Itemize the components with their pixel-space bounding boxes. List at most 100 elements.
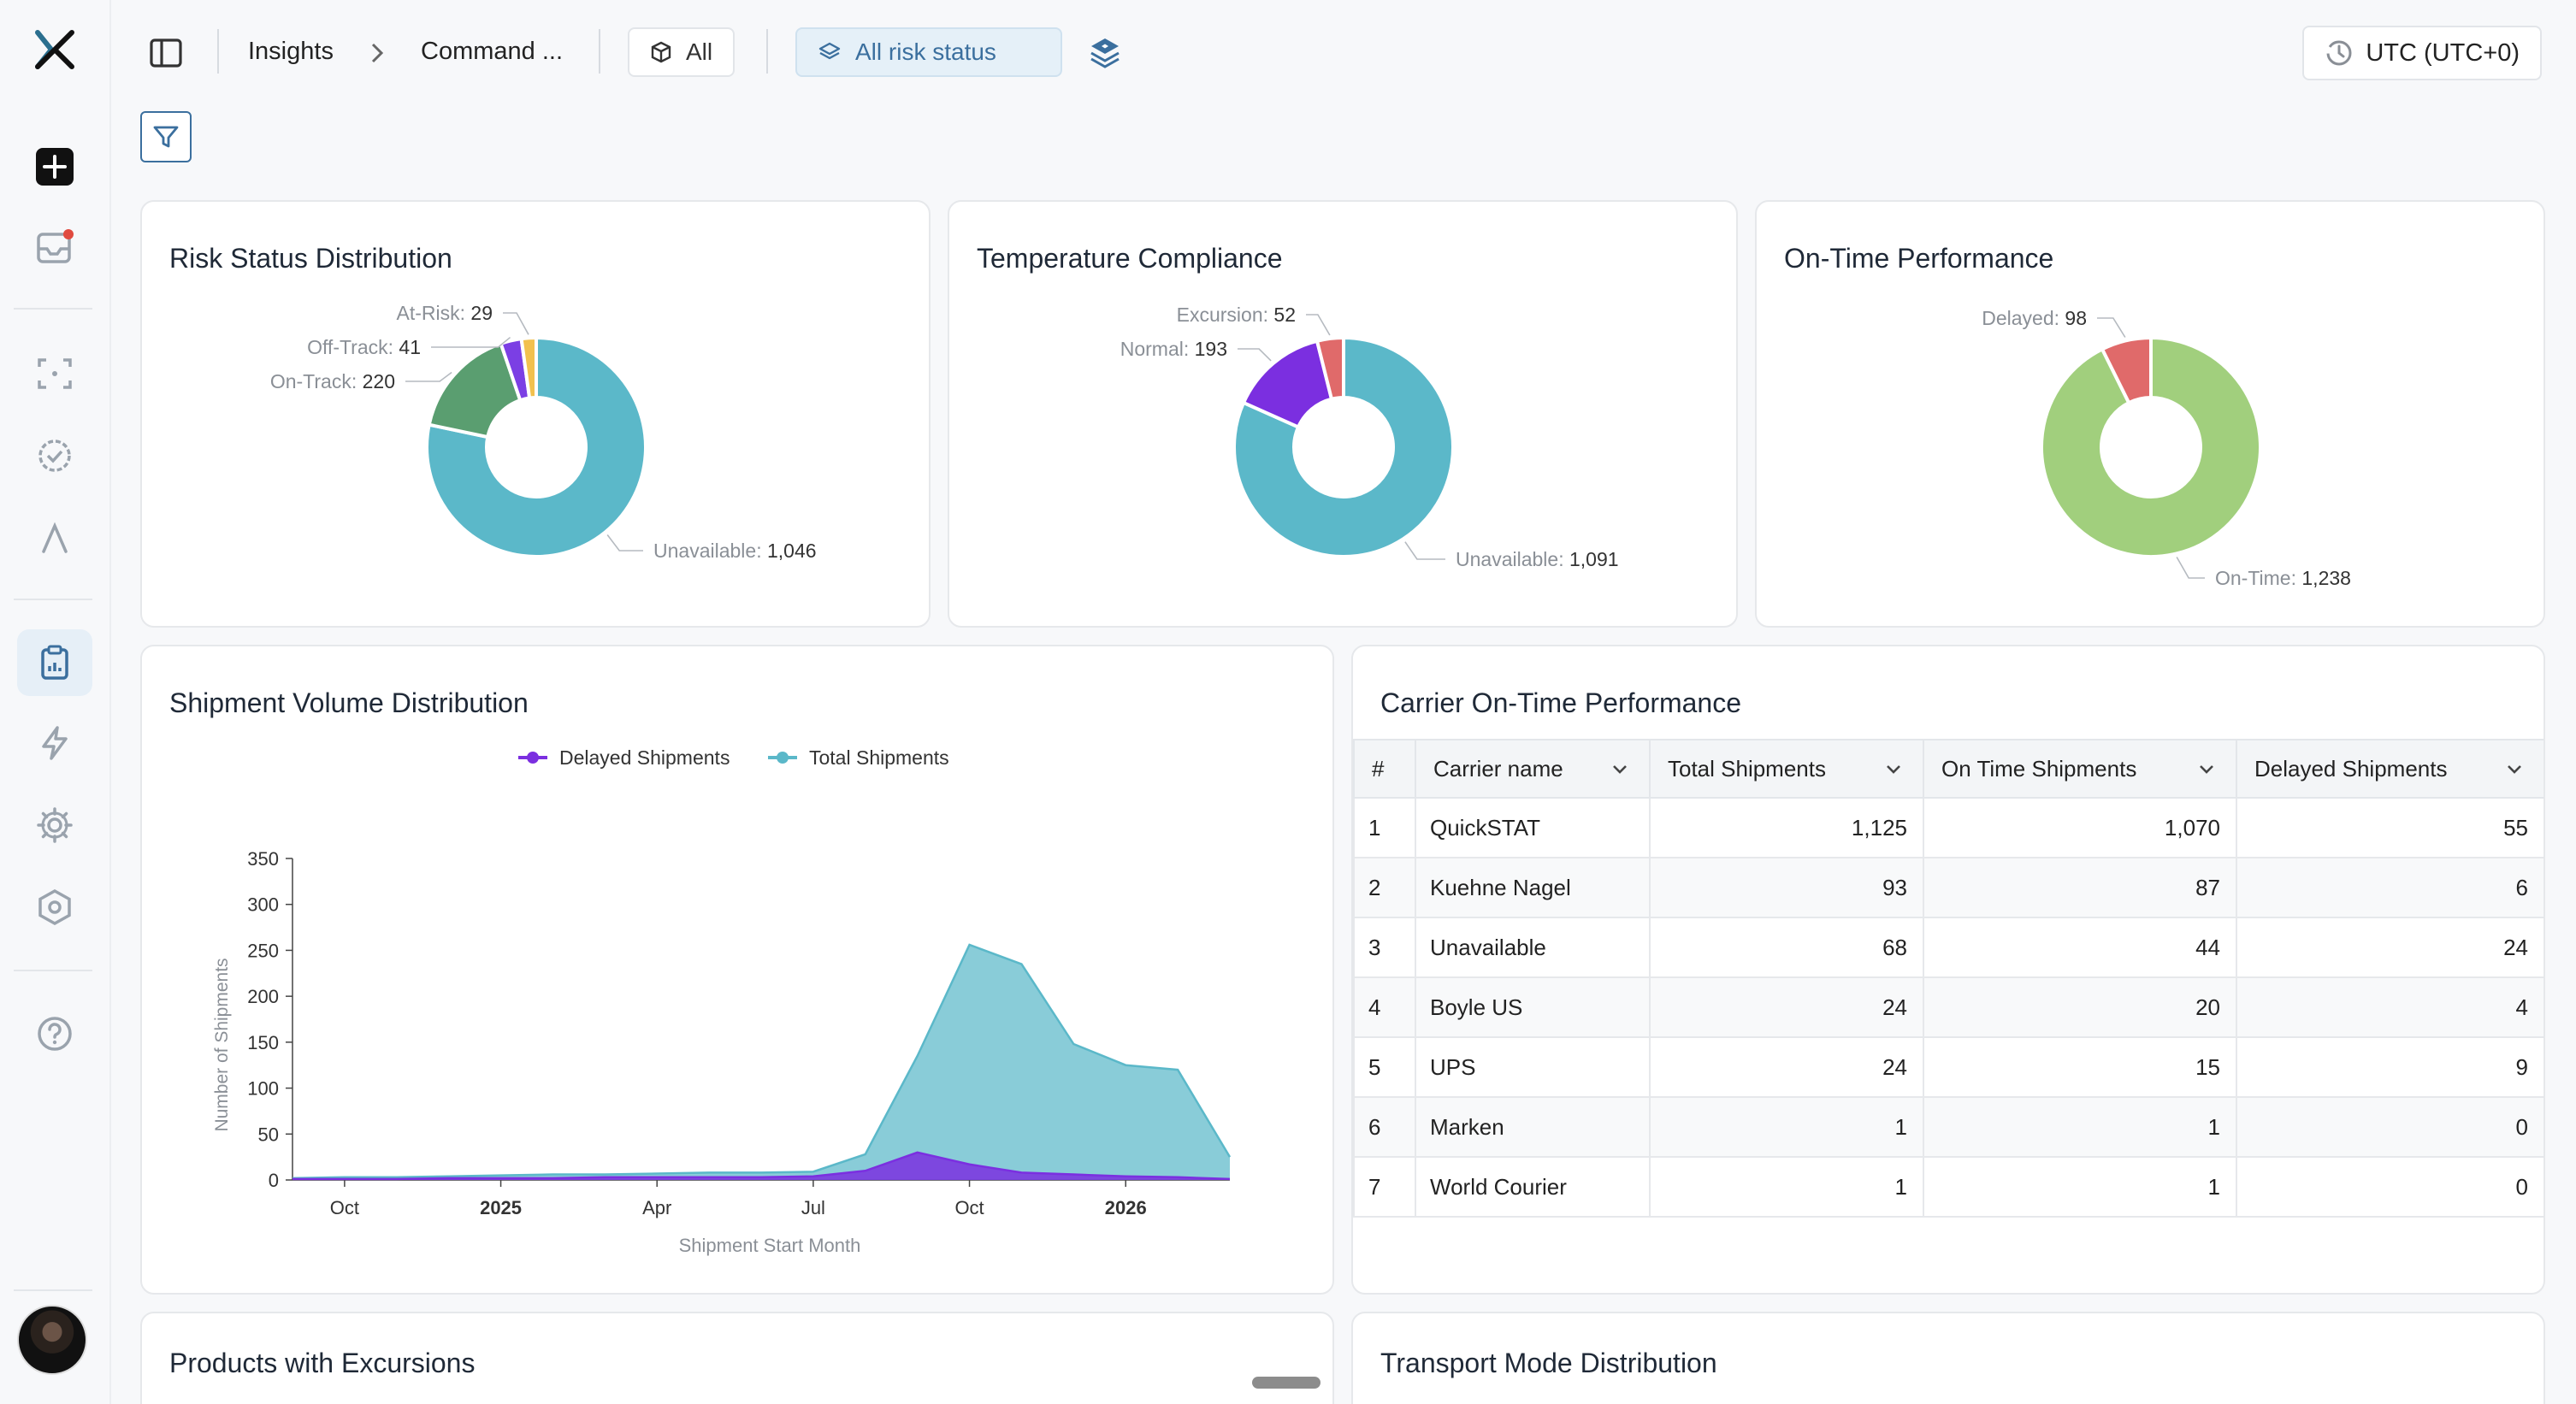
timezone-button[interactable]: UTC (UTC+0) bbox=[2302, 26, 2542, 80]
on-time-donut: On-Time: 1,238 Delayed: 98 bbox=[1982, 307, 2351, 589]
layers-settings-icon[interactable] bbox=[1088, 36, 1122, 70]
temperature-slice-2[interactable] bbox=[1315, 335, 1345, 402]
insights-button[interactable] bbox=[17, 629, 92, 696]
breadcrumb-command[interactable]: Command ... bbox=[421, 38, 563, 65]
sidebar-divider bbox=[14, 599, 92, 600]
inbox-icon bbox=[37, 229, 74, 263]
header-divider bbox=[766, 29, 768, 74]
scan-icon bbox=[38, 358, 72, 389]
sidebar-divider bbox=[14, 308, 92, 310]
products-excursions-title: Products with Excursions bbox=[169, 1348, 476, 1378]
automation-button[interactable] bbox=[17, 710, 92, 776]
risk-status-label-3: At-Risk: 29 bbox=[397, 302, 493, 324]
table-row[interactable]: 3 Unavailable 68 44 24 bbox=[1353, 917, 2544, 978]
temperature-slice-0[interactable] bbox=[1232, 335, 1455, 558]
x-axis-title: Shipment Start Month bbox=[679, 1235, 861, 1256]
legend-label-0[interactable]: Delayed Shipments bbox=[559, 746, 730, 769]
table-row[interactable]: 4 Boyle US 24 20 4 bbox=[1353, 976, 2544, 1038]
risk-status-slice-1[interactable] bbox=[427, 341, 523, 439]
temperature-title: Temperature Compliance bbox=[977, 243, 1283, 274]
avatar[interactable] bbox=[17, 1305, 87, 1375]
delayed-shipments-cell: 24 bbox=[2236, 917, 2544, 978]
chevron-down-icon[interactable] bbox=[2196, 759, 2217, 780]
col-on-time-shipments[interactable]: On Time Shipments bbox=[1923, 739, 2237, 799]
carrier-name-cell: UPS bbox=[1415, 1036, 1651, 1098]
col-delayed-shipments[interactable]: Delayed Shipments bbox=[2236, 739, 2544, 799]
row-index: 4 bbox=[1353, 976, 1416, 1038]
sidebar-divider bbox=[14, 1289, 92, 1291]
temperature-donut: Unavailable: 1,091 Normal: 193 Excursion: … bbox=[1120, 304, 1619, 570]
delayed-shipments-cell: 4 bbox=[2236, 976, 2544, 1038]
x-tick-label: Jul bbox=[801, 1197, 825, 1218]
logo-icon[interactable] bbox=[31, 26, 79, 74]
total-shipments-cell: 1 bbox=[1649, 1096, 1924, 1158]
on-time-card: On-Time Performance On-Time: 1,238 Delaye… bbox=[1755, 200, 2545, 628]
y-tick-label: 300 bbox=[247, 894, 279, 916]
risk-status-slice-3[interactable] bbox=[519, 335, 538, 400]
chevron-down-icon[interactable] bbox=[1883, 759, 1904, 780]
new-button[interactable] bbox=[17, 133, 92, 200]
col-total-shipments[interactable]: Total Shipments bbox=[1649, 739, 1924, 799]
bolt-icon bbox=[42, 726, 68, 760]
scan-button[interactable] bbox=[17, 340, 92, 407]
horizontal-scrollbar[interactable] bbox=[1252, 1377, 1320, 1389]
y-tick-label: 50 bbox=[258, 1124, 279, 1145]
on-time-shipments-cell: 1 bbox=[1923, 1096, 2237, 1158]
risk-status-slice-0[interactable] bbox=[425, 335, 647, 558]
settings-button[interactable] bbox=[17, 792, 92, 858]
table-row[interactable]: 5 UPS 24 15 9 bbox=[1353, 1036, 2544, 1098]
risk-status-card: Risk Status Distribution Unavailable: 1,… bbox=[140, 200, 931, 628]
tasks-button[interactable] bbox=[17, 422, 92, 489]
y-tick-label: 150 bbox=[247, 1032, 279, 1053]
shipment-volume-card: Shipment Volume Distribution 0 50 100 150 20… bbox=[140, 645, 1334, 1295]
temperature-leader-1 bbox=[1238, 348, 1272, 362]
risk-status-label-1: On-Track: 220 bbox=[270, 370, 395, 392]
legend-label-1[interactable]: Total Shipments bbox=[809, 746, 949, 769]
table-row[interactable]: 1 QuickSTAT 1,125 1,070 55 bbox=[1353, 797, 2544, 858]
carrier-name-cell: Boyle US bbox=[1415, 976, 1651, 1038]
table-row[interactable]: 2 Kuehne Nagel 93 87 6 bbox=[1353, 857, 2544, 918]
hexagon-icon bbox=[38, 888, 71, 926]
temperature-leader-2 bbox=[1306, 314, 1331, 336]
col-index: # bbox=[1353, 739, 1416, 799]
breadcrumb-insights[interactable]: Insights bbox=[248, 38, 334, 65]
col-carrier-name[interactable]: Carrier name bbox=[1415, 739, 1651, 799]
on-time-leader-1 bbox=[2097, 317, 2126, 338]
header-divider bbox=[217, 29, 219, 74]
on-time-shipments-cell: 87 bbox=[1923, 857, 2237, 918]
help-button[interactable] bbox=[17, 1000, 92, 1067]
chevron-down-icon[interactable] bbox=[1610, 759, 1630, 780]
box-icon bbox=[651, 41, 671, 63]
chevron-down-icon[interactable] bbox=[2504, 759, 2525, 780]
risk-status-leader-2 bbox=[431, 336, 511, 348]
x-tick-label: 2025 bbox=[480, 1197, 522, 1218]
sidebar-divider bbox=[14, 970, 92, 971]
scope-filter-button[interactable]: All bbox=[628, 27, 736, 77]
scope-filter-label: All bbox=[686, 38, 713, 65]
risk-status-donut: Unavailable: 1,046 On-Track: 220 Off-Track… bbox=[270, 302, 817, 562]
header-divider bbox=[599, 29, 600, 74]
on-time-shipments-cell: 1,070 bbox=[1923, 797, 2237, 858]
delayed-shipments-cell: 0 bbox=[2236, 1156, 2544, 1218]
series-area-total[interactable] bbox=[292, 944, 1230, 1180]
integrations-button[interactable] bbox=[17, 874, 92, 941]
on-time-slice-1[interactable] bbox=[2100, 335, 2153, 405]
risk-status-filter-button[interactable]: All risk status bbox=[795, 27, 1062, 77]
toggle-sidebar-button[interactable] bbox=[144, 32, 188, 74]
legend-marker-1 bbox=[777, 752, 789, 764]
on-time-shipments-cell: 15 bbox=[1923, 1036, 2237, 1098]
total-shipments-cell: 68 bbox=[1649, 917, 1924, 978]
row-index: 3 bbox=[1353, 917, 1416, 978]
row-index: 6 bbox=[1353, 1096, 1416, 1158]
series-area-delayed[interactable] bbox=[292, 1152, 1230, 1180]
on-time-slice-0[interactable] bbox=[2040, 335, 2262, 558]
table-row[interactable]: 6 Marken 1 1 0 bbox=[1353, 1096, 2544, 1158]
analytics-button[interactable] bbox=[17, 504, 92, 571]
table-row[interactable]: 7 World Courier 1 1 0 bbox=[1353, 1156, 2544, 1218]
y-tick-label: 100 bbox=[247, 1078, 279, 1100]
filter-button[interactable] bbox=[140, 111, 192, 162]
on-time-label-1: Delayed: 98 bbox=[1982, 307, 2087, 329]
inbox-button[interactable] bbox=[17, 214, 92, 280]
risk-status-leader-0 bbox=[606, 534, 643, 552]
temperature-card: Temperature Compliance Unavailable: 1,09… bbox=[948, 200, 1738, 628]
